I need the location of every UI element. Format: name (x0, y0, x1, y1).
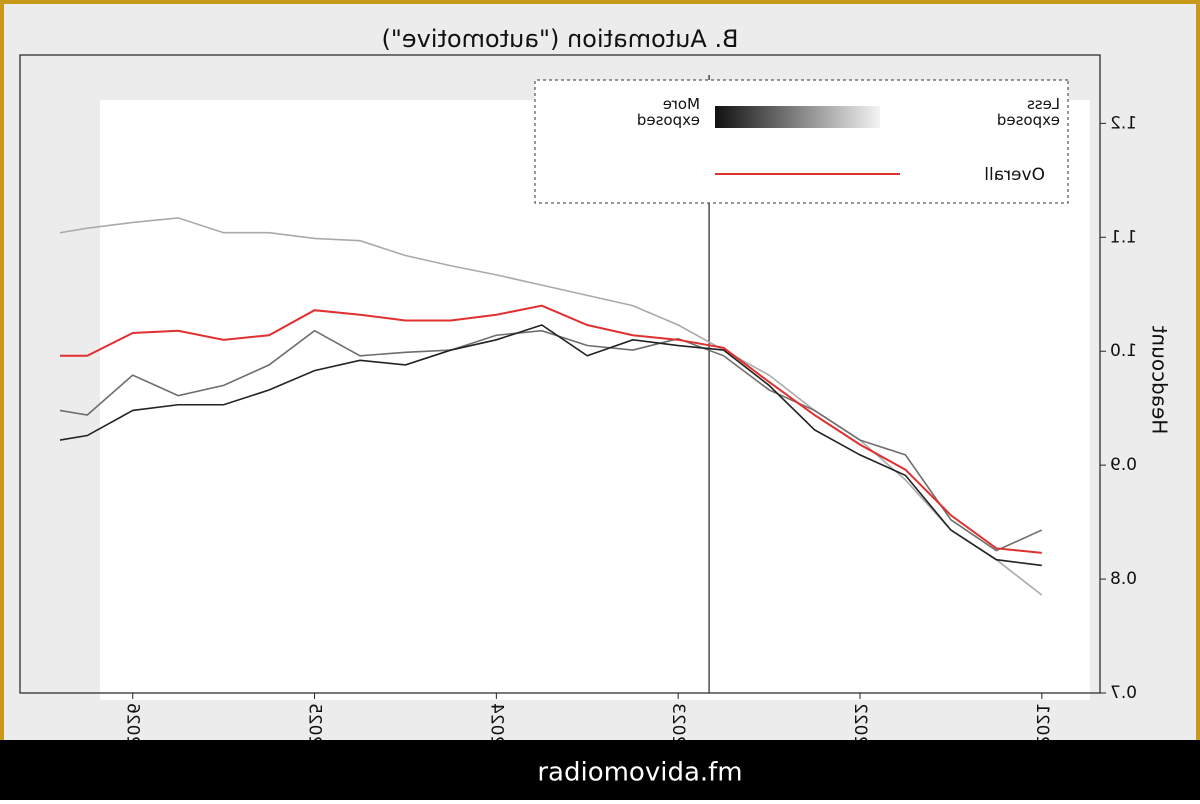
legend-high-wrap: More exposed (636, 96, 700, 129)
y-tick-label: 0.9 (1110, 455, 1137, 475)
series-line (59, 329, 1043, 552)
legend-low-wrap: Less exposed (996, 96, 1060, 129)
legend-low: Less exposed (996, 96, 1060, 129)
legend-high: More exposed (636, 96, 700, 129)
y-tick-label: 1.0 (1110, 341, 1137, 361)
x-tick-label: 2024 (486, 703, 506, 746)
plot-frame (19, 54, 1101, 694)
x-tick-label: 2022 (850, 703, 870, 746)
y-tick-label: 1.1 (1110, 227, 1137, 247)
footer-text: radiomovida.fm (537, 758, 742, 788)
series-line (60, 304, 1042, 554)
mirrored-chart: B. Automation ("automotive") Headcount 0… (19, 25, 1172, 746)
legend (534, 79, 1069, 204)
x-tick-label: 2021 (1032, 703, 1052, 746)
legend-gradient (715, 106, 880, 128)
y-axis-label: Headcount (1148, 325, 1172, 434)
chart-title: B. Automation ("automotive") (381, 25, 738, 53)
y-tick-label: 0.8 (1110, 569, 1137, 589)
x-tick-label: 2025 (305, 703, 325, 746)
series-line (59, 324, 1042, 567)
footer-bar (0, 740, 1200, 800)
x-tick-label: 2026 (123, 703, 143, 746)
y-tick-label: 0.7 (1110, 683, 1137, 703)
y-tick-label: 1.2 (1110, 113, 1137, 133)
legend-label: Overall (984, 165, 1045, 185)
x-tick-label: 2023 (668, 703, 688, 746)
